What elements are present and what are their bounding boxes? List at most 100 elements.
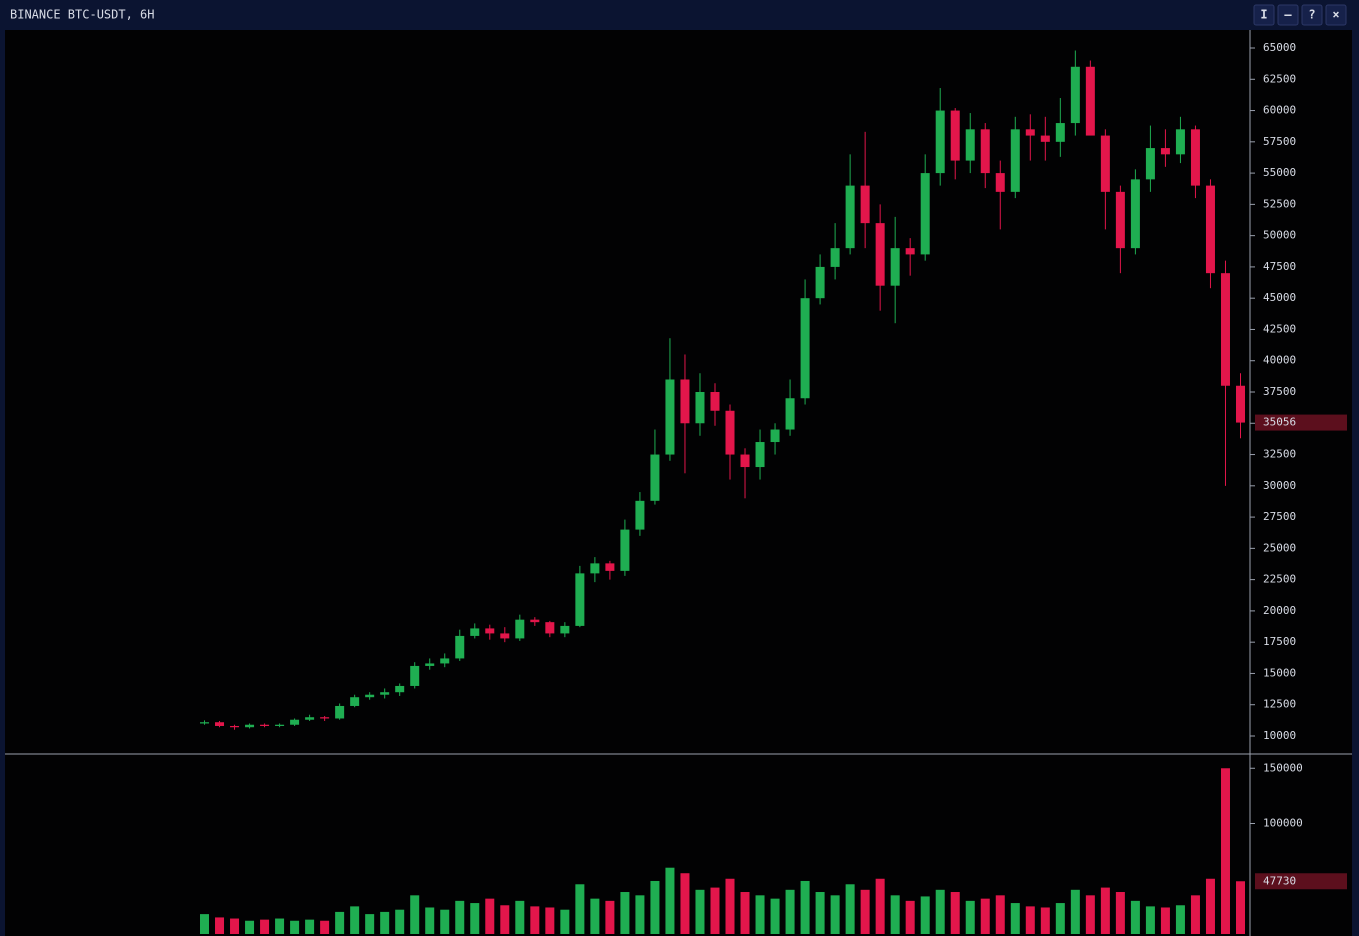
candle-body (1205, 185, 1215, 274)
volume-bar (500, 905, 510, 934)
volume-bar (710, 887, 720, 934)
volume-bar (755, 895, 765, 934)
volume-bar (545, 907, 555, 934)
candle-body (1010, 129, 1020, 192)
window-button[interactable]: × (1325, 4, 1347, 26)
candle-body (1190, 129, 1200, 186)
button-label: × (1332, 8, 1339, 22)
volume-bar (905, 900, 915, 934)
y-tick-label: 52500 (1263, 197, 1296, 210)
candle-body (530, 619, 540, 623)
volume-bar (440, 909, 450, 934)
candle-body (1220, 273, 1230, 386)
volume-bar (770, 898, 780, 934)
volume-bar (1220, 768, 1230, 934)
candle-body (665, 379, 675, 455)
window-button[interactable]: ? (1301, 4, 1323, 26)
volume-bar (920, 896, 930, 934)
y-tick-label: 150000 (1263, 761, 1303, 774)
y-tick-label: 32500 (1263, 448, 1296, 461)
volume-bar (320, 920, 330, 934)
volume-bar (290, 920, 300, 934)
candle-body (755, 442, 765, 468)
candle-body (200, 722, 210, 724)
volume-bar (830, 895, 840, 934)
candle-body (230, 725, 240, 728)
button-box (1325, 4, 1347, 26)
volume-bar (1205, 878, 1215, 934)
candle-body (1085, 66, 1095, 136)
last-volume-label: 47730 (1263, 874, 1296, 887)
candle-body (1055, 123, 1065, 142)
candle-body (1070, 66, 1080, 124)
candle-body (215, 722, 225, 726)
y-tick-label: 22500 (1263, 573, 1296, 586)
volume-bar (845, 884, 855, 934)
candle-body (1115, 191, 1125, 249)
volume-bar (665, 867, 675, 934)
candle-body (770, 429, 780, 443)
volume-bar (995, 895, 1005, 934)
volume-bar (1145, 906, 1155, 934)
y-tick-label: 55000 (1263, 166, 1296, 179)
y-tick-label: 25000 (1263, 541, 1296, 554)
button-box (1301, 4, 1323, 26)
candle-body (515, 619, 525, 639)
volume-bar (875, 878, 885, 934)
candle-body (245, 724, 255, 728)
candle-body (1235, 385, 1245, 423)
volume-bar (785, 889, 795, 934)
candle-body (620, 529, 630, 571)
y-tick-label: 45000 (1263, 291, 1296, 304)
volume-bar (515, 900, 525, 934)
y-tick-label: 20000 (1263, 604, 1296, 617)
candle-body (1145, 148, 1155, 180)
button-label: ? (1308, 8, 1315, 22)
volume-bar (800, 880, 810, 934)
y-tick-label: 47500 (1263, 260, 1296, 273)
candle-body (500, 633, 510, 639)
y-tick-label: 10000 (1263, 729, 1296, 742)
candle-body (470, 628, 480, 636)
y-tick-label: 42500 (1263, 322, 1296, 335)
volume-bar (860, 889, 870, 934)
volume-bar (380, 911, 390, 934)
candle-body (980, 129, 990, 174)
candle-body (710, 392, 720, 411)
candle-body (560, 625, 570, 634)
window-button[interactable]: — (1277, 4, 1299, 26)
volume-bar (605, 900, 615, 934)
candle-body (305, 717, 315, 720)
candle-body (950, 110, 960, 161)
candle-body (320, 717, 330, 719)
candle-body (440, 658, 450, 664)
y-tick-label: 100000 (1263, 817, 1303, 830)
candle-body (365, 694, 375, 698)
candle-body (860, 185, 870, 224)
last-volume-marker (1255, 873, 1347, 890)
candle-body (815, 266, 825, 299)
volume-bar (1235, 881, 1245, 934)
candle-body (1100, 135, 1110, 192)
volume-bar (1010, 903, 1020, 934)
volume-bar (1100, 887, 1110, 934)
volume-bar (590, 898, 600, 934)
candle-body (875, 223, 885, 286)
window-button[interactable]: I (1253, 4, 1275, 26)
candle-body (935, 110, 945, 174)
volume-bar (1055, 903, 1065, 934)
volume-bar (1115, 892, 1125, 934)
y-tick-label: 62500 (1263, 72, 1296, 85)
candle-body (1025, 129, 1035, 136)
volume-bar (965, 900, 975, 934)
y-tick-label: 37500 (1263, 385, 1296, 398)
volume-bar (620, 892, 630, 934)
volume-bar (425, 907, 435, 934)
volume-bar (530, 906, 540, 934)
candle-body (800, 298, 810, 399)
volume-bar (200, 914, 210, 934)
volume-bar (1085, 895, 1095, 934)
y-tick-label: 30000 (1263, 479, 1296, 492)
chart-area (5, 30, 1352, 936)
